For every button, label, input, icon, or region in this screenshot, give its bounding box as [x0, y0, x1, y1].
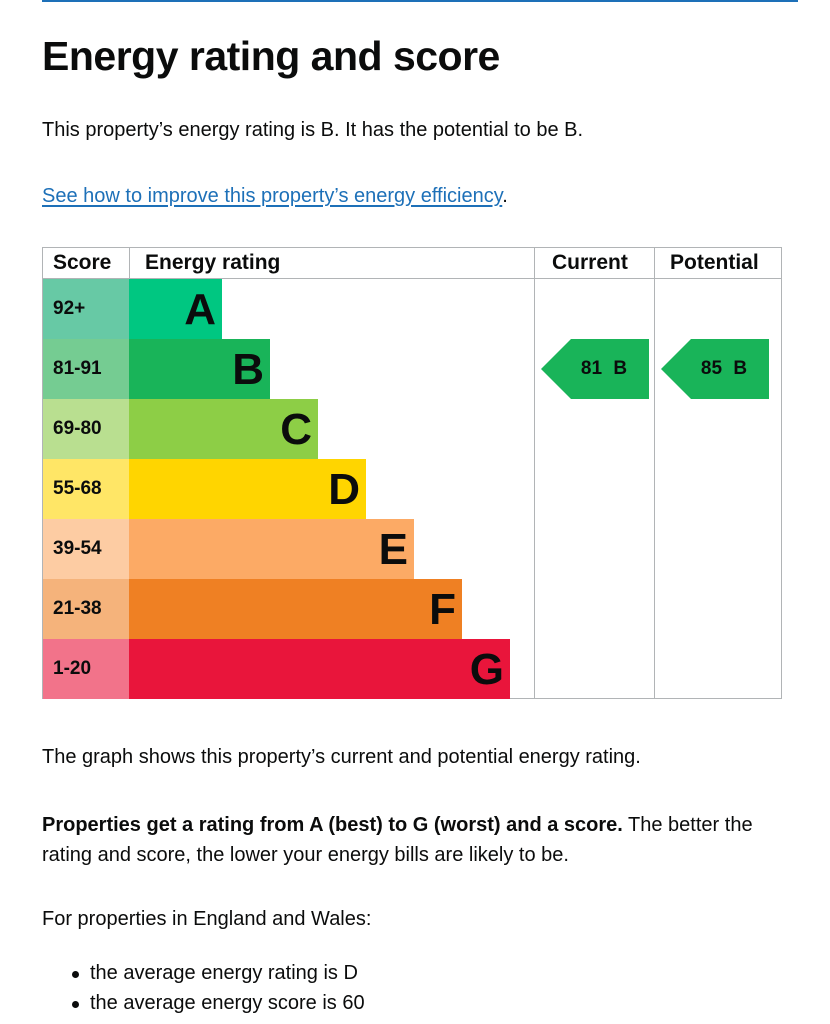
- rating-summary: This property’s energy rating is B. It h…: [42, 119, 584, 141]
- rating-explanation: Properties get a rating from A (best) to…: [42, 810, 802, 870]
- potential-rating-marker: 85 B: [661, 339, 769, 399]
- score-range-e: 39-54: [43, 519, 129, 579]
- potential-rating-label: 85 B: [700, 358, 748, 379]
- potential-column-divider: [654, 248, 655, 698]
- score-range-g: 1-20: [43, 639, 129, 699]
- score-column-header: Score: [53, 251, 112, 274]
- potential-arrow-shape: [661, 339, 769, 399]
- rating-bar-d: D: [129, 459, 366, 519]
- rating-bar-f: F: [129, 579, 462, 639]
- current-rating-label: 81 B: [580, 358, 628, 379]
- rating-explanation-rest: The better the rating and score, the low…: [42, 814, 753, 866]
- link-suffix: .: [502, 185, 508, 207]
- score-range-a: 92+: [43, 279, 129, 339]
- rating-bar-g: G: [129, 639, 510, 699]
- score-range-c: 69-80: [43, 399, 129, 459]
- current-rating-marker: 81 B: [541, 339, 649, 399]
- rating-bar-b: B: [129, 339, 270, 399]
- score-range-b: 81-91: [43, 339, 129, 399]
- improve-link-paragraph: See how to improve this property’s energ…: [42, 182, 508, 210]
- rating-bar-e: E: [129, 519, 414, 579]
- average-score-item: the average energy score is 60: [42, 988, 365, 1018]
- page-title: Energy rating and score: [42, 33, 500, 79]
- improve-efficiency-link[interactable]: See how to improve this property’s energ…: [42, 185, 503, 207]
- rating-explanation-bold: Properties get a rating from A (best) to…: [42, 814, 623, 836]
- potential-column-header: Potential: [670, 251, 759, 274]
- england-wales-intro: For properties in England and Wales:: [42, 908, 372, 930]
- score-range-f: 21-38: [43, 579, 129, 639]
- score-column-divider: [129, 248, 130, 278]
- graph-description: The graph shows this property’s current …: [42, 746, 641, 768]
- average-rating-item: the average energy rating is D: [42, 958, 365, 988]
- energy-rating-chart: Score Energy rating Current Potential 81…: [42, 247, 782, 699]
- top-border-rule: [42, 0, 798, 2]
- header-divider: [43, 278, 781, 279]
- current-column-header: Current: [552, 251, 628, 274]
- rating-column-header: Energy rating: [145, 251, 281, 274]
- rating-bar-c: C: [129, 399, 318, 459]
- averages-list: the average energy rating is D the avera…: [42, 958, 365, 1018]
- rating-bar-a: A: [129, 279, 222, 339]
- current-column-divider: [534, 248, 535, 698]
- current-arrow-shape: [541, 339, 649, 399]
- score-range-d: 55-68: [43, 459, 129, 519]
